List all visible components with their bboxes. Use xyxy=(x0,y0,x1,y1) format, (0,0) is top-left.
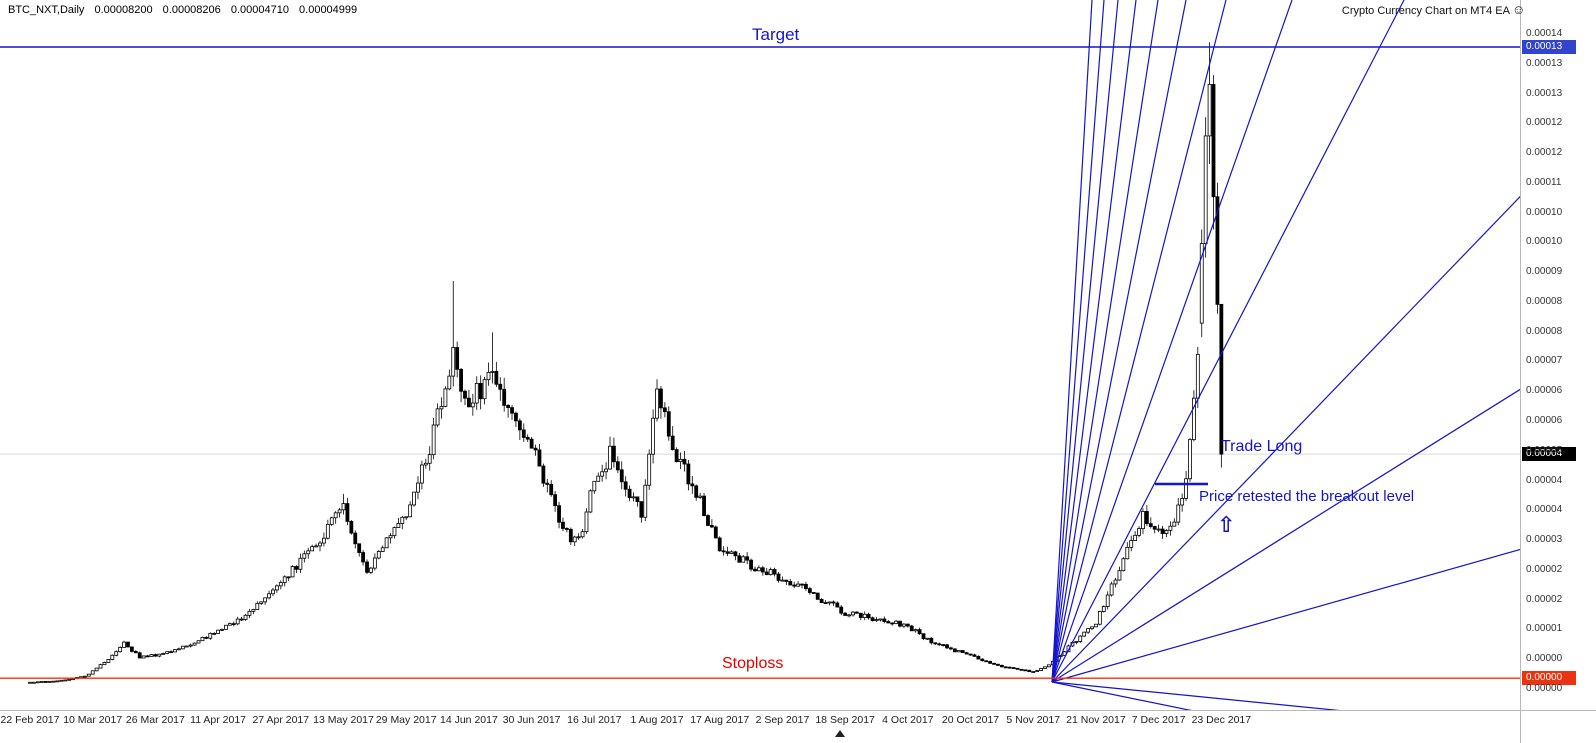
price-tick-label: 0.00012 xyxy=(1526,117,1563,129)
symbol-period-label: BTC_NXT,Daily xyxy=(8,4,85,16)
price-tick-label: 0.00013 xyxy=(1526,87,1563,99)
date-label: 4 Oct 2017 xyxy=(882,714,934,726)
ea-watermark-label: Crypto Currency Chart on MT4 EA xyxy=(1341,5,1510,17)
date-label: 2 Sep 2017 xyxy=(755,714,810,726)
up-arrow-annotation[interactable]: ⇧ xyxy=(1217,512,1236,537)
date-label: 7 Dec 2017 xyxy=(1131,714,1186,726)
date-label: 27 Apr 2017 xyxy=(252,714,310,726)
date-label: 1 Aug 2017 xyxy=(630,714,684,726)
trendline[interactable] xyxy=(1051,0,1293,683)
trendline[interactable] xyxy=(1051,342,1596,683)
chart-shift-marker[interactable] xyxy=(835,730,845,737)
trendline[interactable] xyxy=(1051,0,1105,683)
trendline[interactable] xyxy=(1051,0,1159,683)
trendline[interactable] xyxy=(1051,0,1187,683)
price-tick-label: 0.00009 xyxy=(1526,266,1563,278)
price-tick-label: 0.00010 xyxy=(1526,236,1563,248)
date-label: 23 Dec 2017 xyxy=(1191,714,1252,726)
trendline-fan xyxy=(1051,0,1596,743)
price-tick-label: 0.00006 xyxy=(1526,385,1563,397)
date-label: 18 Sep 2017 xyxy=(815,714,875,726)
stoploss-label[interactable]: Stoploss xyxy=(722,655,784,672)
price-tick-label: 0.00006 xyxy=(1526,415,1563,427)
low-value: 0.00004710 xyxy=(230,4,289,16)
trendline[interactable] xyxy=(1051,0,1093,683)
trendline[interactable] xyxy=(1051,681,1350,743)
price-tick-label: 0.00005 xyxy=(1526,444,1563,456)
date-label: 11 Apr 2017 xyxy=(190,714,247,726)
price-tick-label: 0.00013 xyxy=(1526,57,1563,69)
stoploss-price-badge: 0.00000 xyxy=(1522,671,1576,685)
trade-long-label[interactable]: Trade Long xyxy=(1221,438,1303,455)
price-tick-label: 0.00008 xyxy=(1526,325,1563,337)
high-value: 0.00008206 xyxy=(162,4,221,16)
date-label: 20 Oct 2017 xyxy=(941,714,1000,726)
date-label: 14 Jun 2017 xyxy=(440,714,498,726)
close-value: 0.00004999 xyxy=(299,4,358,16)
date-label: 21 Nov 2017 xyxy=(1066,714,1126,726)
price-tick-label: 0.00004 xyxy=(1526,504,1563,516)
trendline[interactable] xyxy=(1051,681,1596,736)
price-tick-label: 0.00001 xyxy=(1526,623,1563,635)
date-label: 13 May 2017 xyxy=(313,714,374,726)
open-value: 0.00008200 xyxy=(94,4,153,16)
trendline[interactable] xyxy=(1051,0,1405,683)
price-tick-label: 0.00012 xyxy=(1526,147,1563,159)
candlesticks xyxy=(28,42,1224,684)
price-tick-label: 0.00007 xyxy=(1526,355,1563,367)
trendline[interactable] xyxy=(1051,118,1596,683)
date-label: 5 Nov 2017 xyxy=(1006,714,1061,726)
date-label: 30 Jun 2017 xyxy=(502,714,561,726)
date-label: 22 Feb 2017 xyxy=(0,714,60,726)
trendline[interactable] xyxy=(1051,0,1137,683)
current-price-badge: 0.00004 xyxy=(1522,447,1576,461)
price-tick-label: 0.00014 xyxy=(1526,28,1563,39)
date-label: 16 Jul 2017 xyxy=(567,714,622,726)
target-label[interactable]: Target xyxy=(752,25,800,44)
price-tick-label: 0.00008 xyxy=(1526,295,1563,307)
date-label: 17 Aug 2017 xyxy=(690,714,750,726)
retest-note-label[interactable]: Price retested the breakout level xyxy=(1199,488,1415,505)
price-tick-label: 0.00004 xyxy=(1526,474,1563,486)
quote-header: BTC_NXT,Daily 0.00008200 0.00008206 0.00… xyxy=(8,4,364,16)
price-tick-label: 0.00002 xyxy=(1526,593,1563,605)
price-tick-label: 0.00010 xyxy=(1526,206,1563,218)
target-price-badge: 0.00013 xyxy=(1522,40,1576,54)
price-tick-label: 0.00002 xyxy=(1526,563,1563,575)
smiley-icon: ☺ xyxy=(1512,2,1526,17)
price-tick-label: 0.00000 xyxy=(1526,682,1563,694)
price-tick-label: 0.00000 xyxy=(1526,653,1563,665)
date-label: 10 Mar 2017 xyxy=(63,714,123,726)
trendline[interactable] xyxy=(1051,0,1227,683)
price-tick-label: 0.00003 xyxy=(1526,534,1563,546)
date-label: 26 Mar 2017 xyxy=(125,714,185,726)
trendline[interactable] xyxy=(1051,0,1119,683)
date-label: 29 May 2017 xyxy=(375,714,437,726)
price-tick-label: 0.00011 xyxy=(1526,176,1562,188)
trendline[interactable] xyxy=(1051,528,1596,683)
